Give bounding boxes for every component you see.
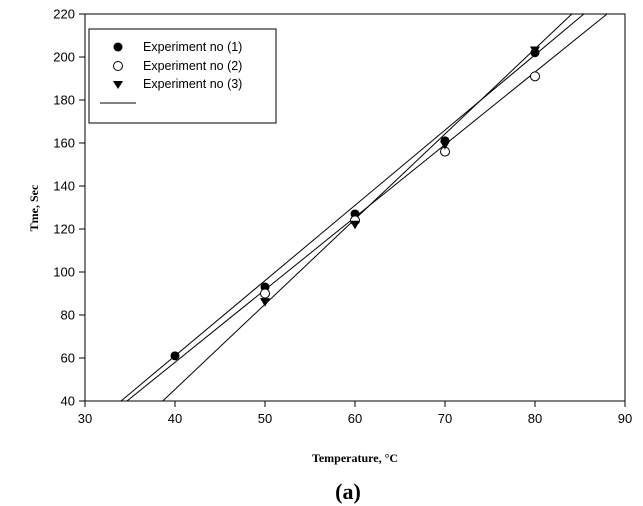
y-tick-label: 120 bbox=[53, 222, 75, 237]
y-tick-label: 140 bbox=[53, 179, 75, 194]
x-tick-label: 80 bbox=[528, 411, 542, 426]
y-tick-label: 40 bbox=[61, 394, 75, 409]
legend-label-3: Experiment no (3) bbox=[143, 77, 242, 91]
point-series-3 bbox=[530, 46, 540, 56]
y-axis-title: Tme, Sec bbox=[27, 184, 41, 231]
y-tick-label: 80 bbox=[61, 308, 75, 323]
x-tick-label: 30 bbox=[78, 411, 92, 426]
axis-ticks: 30 40 50 60 70 80 9040608010012014016018020022… bbox=[53, 7, 632, 427]
fit-line-1 bbox=[120, 13, 585, 402]
x-tick-label: 90 bbox=[618, 411, 632, 426]
x-tick-label: 40 bbox=[168, 411, 182, 426]
x-tick-label: 50 bbox=[258, 411, 272, 426]
panel-label: (a) bbox=[335, 479, 361, 504]
legend: Experiment no (1) Experiment no (2) Expe… bbox=[88, 28, 277, 124]
y-tick-label: 200 bbox=[53, 50, 75, 65]
legend-marker-2 bbox=[113, 61, 123, 71]
point-series-2 bbox=[530, 71, 540, 82]
x-tick-label: 70 bbox=[438, 411, 452, 426]
x-axis-unit: °C bbox=[385, 451, 398, 465]
x-tick-label: 60 bbox=[348, 411, 362, 426]
y-tick-label: 100 bbox=[53, 265, 75, 280]
x-axis-title: Temperature, °C bbox=[312, 451, 398, 465]
point-series-3 bbox=[260, 298, 270, 307]
legend-marker-3 bbox=[113, 81, 123, 89]
y-tick-label: 220 bbox=[53, 7, 75, 22]
y-tick-label: 160 bbox=[53, 136, 75, 151]
data-markers bbox=[170, 46, 540, 361]
point-series-1 bbox=[170, 351, 180, 361]
legend-label-2: Experiment no (2) bbox=[143, 59, 242, 73]
fit-lines bbox=[120, 13, 608, 402]
y-tick-label: 180 bbox=[53, 93, 75, 108]
point-series-3 bbox=[350, 220, 360, 230]
point-series-3 bbox=[440, 141, 450, 150]
fit-line-3 bbox=[162, 13, 573, 402]
point-series-2 bbox=[260, 288, 270, 299]
y-tick-label: 60 bbox=[61, 351, 75, 366]
legend-marker-1 bbox=[113, 42, 123, 52]
legend-label-1: Experiment no (1) bbox=[143, 40, 242, 54]
